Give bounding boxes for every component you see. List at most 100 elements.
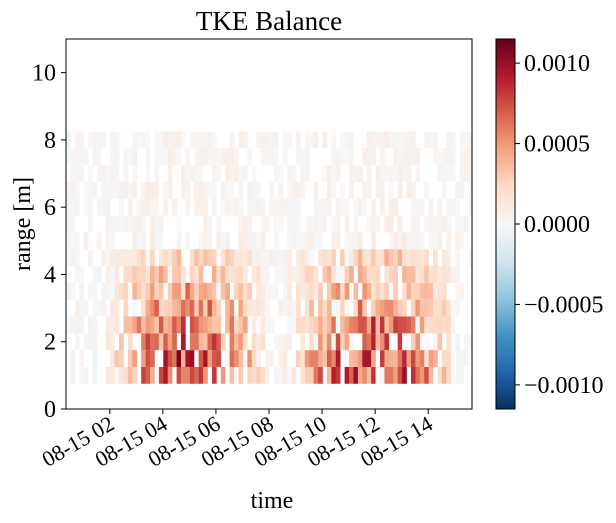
heatmap-cell: [322, 215, 328, 233]
heatmap-cell: [384, 299, 390, 317]
heatmap-cell: [318, 350, 323, 367]
heatmap-cell: [424, 282, 429, 300]
heatmap-cell: [353, 165, 359, 182]
heatmap-cell: [176, 266, 182, 283]
heatmap-cell: [247, 249, 253, 267]
heatmap-cell: [397, 299, 403, 317]
heatmap-cell: [114, 316, 120, 334]
heatmap-cell: [198, 333, 204, 351]
heatmap-cell: [375, 299, 381, 317]
heatmap-cell: [441, 366, 447, 384]
heatmap-cell: [459, 366, 465, 384]
heatmap-cell: [371, 131, 376, 149]
heatmap-cell: [96, 165, 102, 182]
heatmap-cell: [132, 316, 138, 334]
heatmap-cell: [247, 215, 253, 233]
heatmap-cell: [304, 232, 310, 250]
heatmap-cell: [211, 299, 217, 317]
heatmap-cell: [415, 333, 421, 351]
heatmap-cell: [194, 131, 199, 149]
heatmap-cell: [189, 366, 195, 384]
heatmap-cell: [437, 232, 443, 250]
heatmap-cell: [402, 316, 407, 334]
heatmap-cell: [335, 299, 341, 317]
heatmap-cell: [459, 181, 465, 199]
heatmap-cell: [220, 198, 226, 216]
heatmap-cell: [349, 232, 354, 250]
heatmap-cell: [234, 366, 239, 384]
heatmap-cell: [344, 232, 350, 250]
heatmap-cell: [349, 165, 354, 182]
heatmap-cell: [251, 350, 257, 367]
heatmap-cell: [123, 148, 129, 166]
heatmap-cell: [366, 148, 372, 166]
heatmap-cell: [101, 181, 107, 199]
heatmap-cell: [180, 333, 186, 351]
heatmap-cell: [238, 282, 244, 300]
heatmap-cell: [114, 350, 120, 367]
heatmap-cell: [415, 198, 421, 216]
heatmap-cell: [349, 350, 354, 367]
heatmap-cell: [335, 333, 341, 351]
heatmap-cell: [251, 232, 257, 250]
colorbar-tick-label: −0.0010: [524, 373, 604, 399]
heatmap-cell: [406, 131, 412, 149]
heatmap-cell: [357, 299, 363, 317]
heatmap-cell: [446, 249, 452, 267]
heatmap-cell: [295, 148, 301, 166]
heatmap-cell: [318, 366, 323, 384]
heatmap-cell: [220, 333, 226, 351]
heatmap-cell: [145, 131, 151, 149]
heatmap-cell: [340, 198, 345, 216]
heatmap-cell: [229, 165, 235, 182]
heatmap-cell: [176, 350, 182, 367]
heatmap-cell: [194, 266, 199, 283]
heatmap-cell: [242, 282, 248, 300]
heatmap-cell: [203, 198, 208, 216]
heatmap-cell: [446, 232, 452, 250]
heatmap-cell: [295, 232, 301, 250]
heatmap-cell: [362, 299, 368, 317]
heatmap-cell: [433, 148, 438, 166]
heatmap-cell: [344, 198, 350, 216]
heatmap-cell: [331, 316, 337, 334]
heatmap-cell: [388, 316, 394, 334]
heatmap-cell: [410, 350, 416, 367]
heatmap-cell: [380, 165, 385, 182]
heatmap-cell: [145, 350, 151, 367]
heatmap-cell: [388, 215, 394, 233]
heatmap-cell: [180, 131, 186, 149]
heatmap-cell: [406, 266, 412, 283]
heatmap-cell: [119, 333, 124, 351]
heatmap-cell: [349, 148, 354, 166]
heatmap-cell: [92, 282, 98, 300]
heatmap-cell: [393, 316, 398, 334]
heatmap-cell: [295, 181, 301, 199]
heatmap-cell: [295, 131, 301, 149]
heatmap-cell: [300, 181, 306, 199]
heatmap-cell: [313, 316, 319, 334]
colorbar-tick-label: 0.0005: [524, 132, 590, 158]
heatmap-cell: [419, 249, 425, 267]
heatmap-cell: [260, 198, 266, 216]
heatmap-cell: [287, 181, 292, 199]
heatmap-cell: [273, 282, 279, 300]
heatmap-cell: [335, 350, 341, 367]
heatmap-cell: [216, 350, 222, 367]
heatmap-cell: [397, 366, 403, 384]
heatmap-cell: [318, 249, 323, 267]
heatmap-cell: [242, 131, 248, 149]
heatmap-cell: [309, 215, 314, 233]
heatmap-cell: [273, 249, 279, 267]
heatmap-cell: [437, 316, 443, 334]
heatmap-cell: [384, 282, 390, 300]
heatmap-cell: [163, 350, 169, 367]
heatmap-cell: [318, 333, 323, 351]
heatmap-cell: [110, 165, 115, 182]
heatmap-cell: [446, 266, 452, 283]
heatmap-cell: [123, 316, 129, 334]
heatmap-cell: [167, 266, 173, 283]
heatmap-cell: [114, 299, 120, 317]
heatmap-cell: [220, 148, 226, 166]
heatmap-cell: [335, 215, 341, 233]
